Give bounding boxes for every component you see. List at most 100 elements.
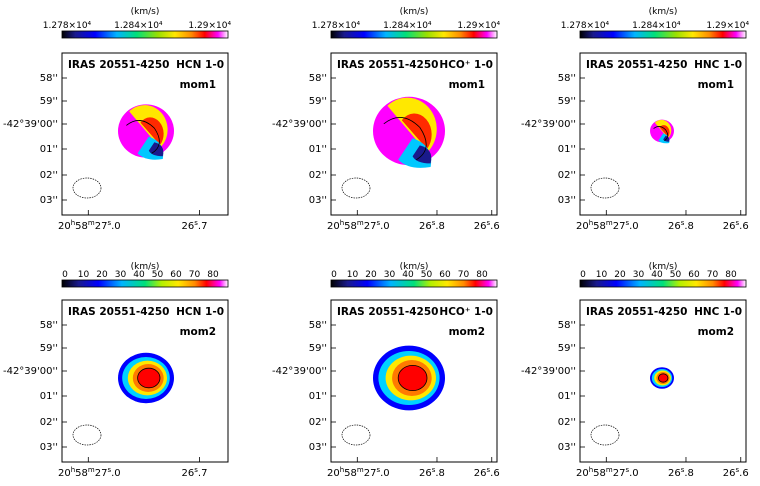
panel-moment-label: mom1 [698,79,734,91]
colorbar-tick-label: 20 [96,270,108,280]
colorbar-tick-label: 70 [189,270,201,280]
ra-tick-label: 20h​58m​27s​.0 [576,219,639,232]
panel-line-label: HCO⁺ 1-0 [439,306,493,318]
ra-tick-label: 20h​58m​27s​.0 [327,466,390,479]
colorbar-tick-label: 60 [170,270,182,280]
dec-tick-label: 59'' [558,343,576,354]
emission-map [650,119,674,144]
emission-map [118,104,174,160]
colorbar-tick-label: 0 [580,270,586,280]
colorbar-gradient [61,30,229,39]
ra-tick-label: 26s​.8 [668,219,694,232]
dec-tick-label: 03'' [40,195,58,206]
colorbar-unit-label: (km/s) [649,262,678,272]
dec-tick-label: 58'' [40,320,58,331]
colorbar-gradient [579,279,747,288]
panel-moment-label: mom1 [449,79,485,91]
panel-line-label: HCN 1-0 [176,306,224,318]
dec-tick-label: -42°39'00'' [521,119,576,130]
beam-ellipse [590,177,620,199]
colorbar-tick-label: 1.278×10⁴ [312,21,361,31]
colorbar-tick-label: 1.29×10⁴ [188,21,231,31]
panel-moment-label: mom2 [180,326,216,338]
panel-moment-label: mom1 [180,79,216,91]
colorbar-gradient [61,279,229,288]
moment-map-panel: IRAS 20551-4250 HNC 1-0 mom1 58'' 59'' -42°39… [521,52,749,232]
panel-source-label: IRAS 20551-4250 [586,306,687,318]
ra-tick-label: 26s​.7 [182,466,208,479]
dec-tick-label: -42°39'00'' [272,119,327,130]
colorbar-tick-label: 20 [614,270,626,280]
emission-map [373,345,445,411]
colorbar-tick-label: 1.284×10⁴ [383,21,432,31]
colorbar-tick-label: 20 [365,270,377,280]
colorbar-tick-label: 60 [688,270,700,280]
colorbar-tick-label: 10 [596,270,608,280]
dec-tick-label: 01'' [309,391,327,402]
dec-tick-label: 03'' [558,442,576,453]
ra-tick-label: 26s​.6 [474,466,500,479]
dec-tick-label: 01'' [40,144,58,155]
dec-tick-label: -42°39'00'' [3,119,58,130]
beam-ellipse [72,177,102,199]
colorbar-unit-label: (km/s) [400,7,429,17]
dispersion-colorbar: (km/s) 0 10 20 30 40 50 60 70 80 [61,262,229,288]
colorbar-tick-label: 30 [384,270,396,280]
velocity-colorbar: (km/s) 1.278×10⁴ 1.284×10⁴ 1.29×10⁴ [561,7,749,39]
colorbar-tick-label: 10 [347,270,359,280]
dec-tick-label: 03'' [309,195,327,206]
dec-tick-label: 58'' [40,73,58,84]
dec-tick-label: 02'' [309,170,327,181]
emission-map [118,352,174,404]
colorbar-unit-label: (km/s) [131,7,160,17]
emission-map [650,367,674,389]
dec-tick-label: 59'' [558,96,576,107]
dec-tick-label: 02'' [40,417,58,428]
dispersion-colorbar: (km/s) 0 10 20 30 40 50 60 70 80 [579,262,747,288]
velocity-colorbar: (km/s) 1.278×10⁴ 1.284×10⁴ 1.29×10⁴ [312,7,500,39]
colorbar-gradient [330,30,498,39]
panel-line-label: HCN 1-0 [176,59,224,71]
colorbar-tick-label: 40 [651,270,663,280]
colorbar-unit-label: (km/s) [131,262,160,272]
dec-tick-label: 58'' [309,320,327,331]
moment-map-panel: IRAS 20551-4250 HCN 1-0 mom2 58'' 59'' -42°39… [3,299,229,479]
moment-map-panel: IRAS 20551-4250 HNC 1-0 mom2 58'' 59'' -42°39… [521,299,749,479]
dec-tick-label: 01'' [558,144,576,155]
colorbar-tick-label: 1.278×10⁴ [43,21,92,31]
ra-tick-label: 26s​.6 [723,219,749,232]
ra-tick-label: 20h​58m​27s​.0 [327,219,390,232]
dec-tick-label: 01'' [309,144,327,155]
colorbar-tick-label: 80 [476,270,488,280]
panel-moment-label: mom2 [698,326,734,338]
ra-tick-label: 26s​.7 [182,219,208,232]
dispersion-colorbar: (km/s) 0 10 20 30 40 50 60 70 80 [330,262,498,288]
colorbar-tick-label: 1.278×10⁴ [561,21,610,31]
dec-tick-label: -42°39'00'' [272,366,327,377]
colorbar-tick-label: 0 [331,270,337,280]
moment-map-panel: IRAS 20551-4250 HCN 1-0 mom1 58'' 59'' -42°39… [3,52,229,232]
emission-map [373,96,445,168]
colorbar-tick-label: 40 [133,270,145,280]
ra-tick-label: 26s​.8 [668,466,694,479]
colorbar-tick-label: 50 [670,270,682,280]
panel-line-label: HNC 1-0 [694,306,742,318]
beam-ellipse [72,424,102,446]
colorbar-tick-label: 0 [62,270,68,280]
dec-tick-label: 02'' [558,417,576,428]
colorbar-unit-label: (km/s) [400,262,429,272]
dec-tick-label: 03'' [558,195,576,206]
panel-source-label: IRAS 20551-4250 [68,306,169,318]
dec-tick-label: 03'' [309,442,327,453]
moment-map-panel: IRAS 20551-4250 HCO⁺ 1-0 mom1 58'' 59'' -42°3… [272,52,500,232]
dec-tick-label: -42°39'00'' [521,366,576,377]
colorbar-tick-label: 80 [725,270,737,280]
panel-source-label: IRAS 20551-4250 [337,306,438,318]
colorbar-gradient [330,279,498,288]
panel-source-label: IRAS 20551-4250 [337,59,438,71]
colorbar-tick-label: 1.284×10⁴ [632,21,681,31]
colorbar-tick-label: 1.29×10⁴ [457,21,500,31]
panel-line-label: HCO⁺ 1-0 [439,59,493,71]
dec-tick-label: 01'' [558,391,576,402]
beam-ellipse [590,424,620,446]
